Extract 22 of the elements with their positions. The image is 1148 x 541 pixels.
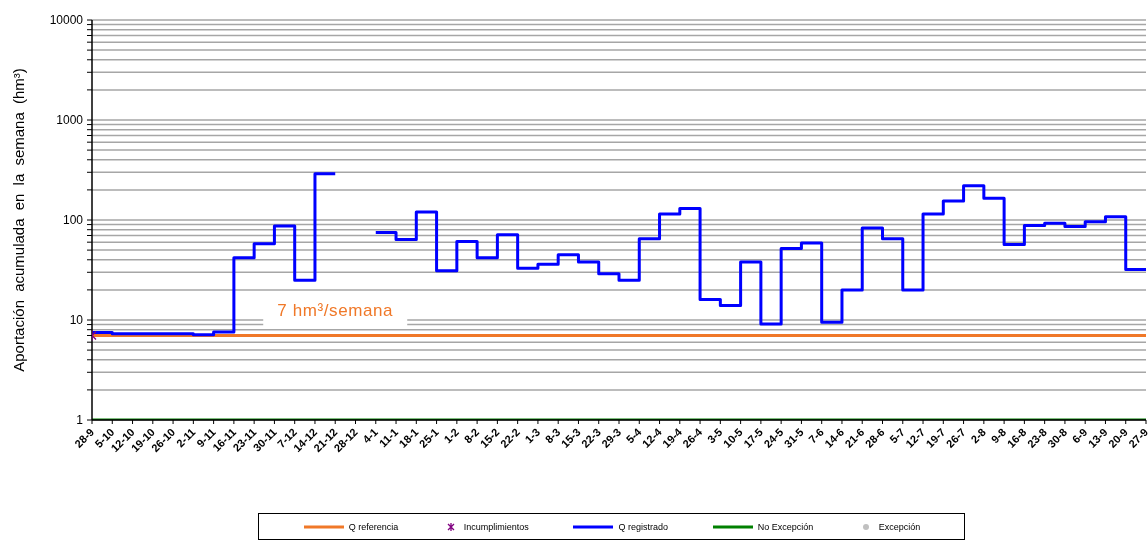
- x-tick-label: 3-5: [704, 425, 725, 446]
- x-tick-label: 6-9: [1069, 425, 1090, 446]
- legend-label: Incumplimientos: [463, 521, 529, 532]
- legend-label: Excepción: [878, 521, 921, 532]
- y-tick-label: 10000: [49, 13, 84, 27]
- y-tick-label: 1: [76, 413, 84, 427]
- x-tick-label: 8-2: [461, 425, 482, 446]
- legend-label: No Excepción: [757, 521, 814, 532]
- legend-label: Q registrado: [618, 521, 669, 532]
- x-tick-label: 8-3: [542, 425, 563, 446]
- x-tick-label: 1-2: [441, 425, 462, 446]
- x-tick-label: 7-6: [806, 425, 826, 446]
- y-tick-label: 100: [62, 213, 84, 227]
- x-tick-label: 1-3: [522, 425, 543, 446]
- x-tick-label: 4-1: [360, 425, 381, 446]
- x-tick-label: 9-8: [988, 425, 1009, 446]
- annotation: 7 hm³/semana: [277, 301, 394, 321]
- y-tick-label: 10: [69, 313, 84, 327]
- y-tick-label: 1000: [56, 113, 84, 127]
- legend-label: Q referencia: [348, 521, 399, 532]
- y-axis-title: Aportación acumulada en la semana (hm³): [9, 68, 27, 372]
- x-tick-label: 2-8: [968, 425, 989, 446]
